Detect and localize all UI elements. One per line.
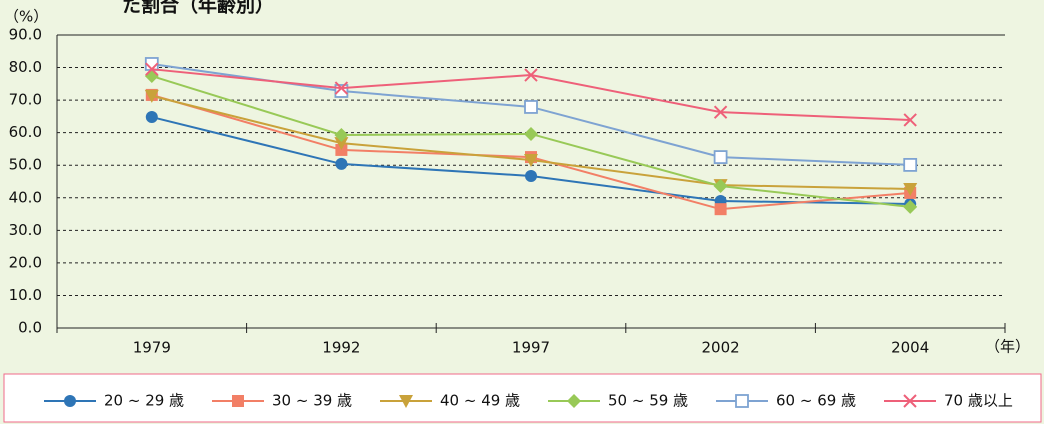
data-point [713,150,728,164]
data-point [524,126,538,141]
data-point [524,100,538,114]
y-tick-label: 10.0 [9,286,42,304]
x-tick-label: 1997 [512,339,550,357]
data-point [334,127,349,142]
data-point [524,68,538,82]
data-point [903,182,918,196]
data-point [144,89,159,103]
data-point [713,179,728,194]
y-tick-label: 40.0 [9,188,42,206]
data-point [334,81,349,95]
legend-marker [64,395,76,407]
data-point [525,169,537,182]
legend-marker [903,394,917,408]
x-tick-label: 2004 [891,339,929,357]
legend-label: 20 ~ 29 歳 [104,392,184,410]
data-point [524,154,538,168]
x-axis-label: （年） [985,338,1030,356]
x-tick-label: 1979 [133,339,171,357]
y-tick-label: 20.0 [9,253,42,271]
data-point [713,105,728,119]
legend-marker [399,395,413,408]
legend-marker [735,394,749,408]
y-tick-label: 50.0 [9,156,42,174]
legend-box [3,373,1042,423]
data-point [145,62,159,76]
y-tick-label: 30.0 [9,221,42,239]
legend-label: 30 ~ 39 歳 [272,392,352,410]
x-tick-label: 1992 [322,339,360,357]
data-point [335,157,348,170]
chart-title: た割合（年齢別） [122,0,274,17]
y-axis-label: （%） [4,8,48,26]
y-tick-label: 0.0 [18,319,42,337]
data-point [145,111,158,124]
y-tick-label: 90.0 [9,26,42,44]
data-point [714,203,727,216]
legend-label: 70 歳以上 [944,392,1013,410]
legend-label: 60 ~ 69 歳 [776,392,856,410]
y-tick-label: 80.0 [9,58,42,76]
y-tick-label: 70.0 [9,91,42,109]
data-point [903,157,918,172]
legend-marker [567,394,581,408]
legend-marker [232,395,244,407]
legend-label: 50 ~ 59 歳 [608,392,688,410]
data-point [334,137,349,151]
y-tick-label: 60.0 [9,123,42,141]
x-tick-label: 2002 [702,339,740,357]
data-point [144,69,159,84]
legend-label: 40 ~ 49 歳 [440,392,520,410]
data-point [903,113,917,127]
data-point [903,199,918,214]
